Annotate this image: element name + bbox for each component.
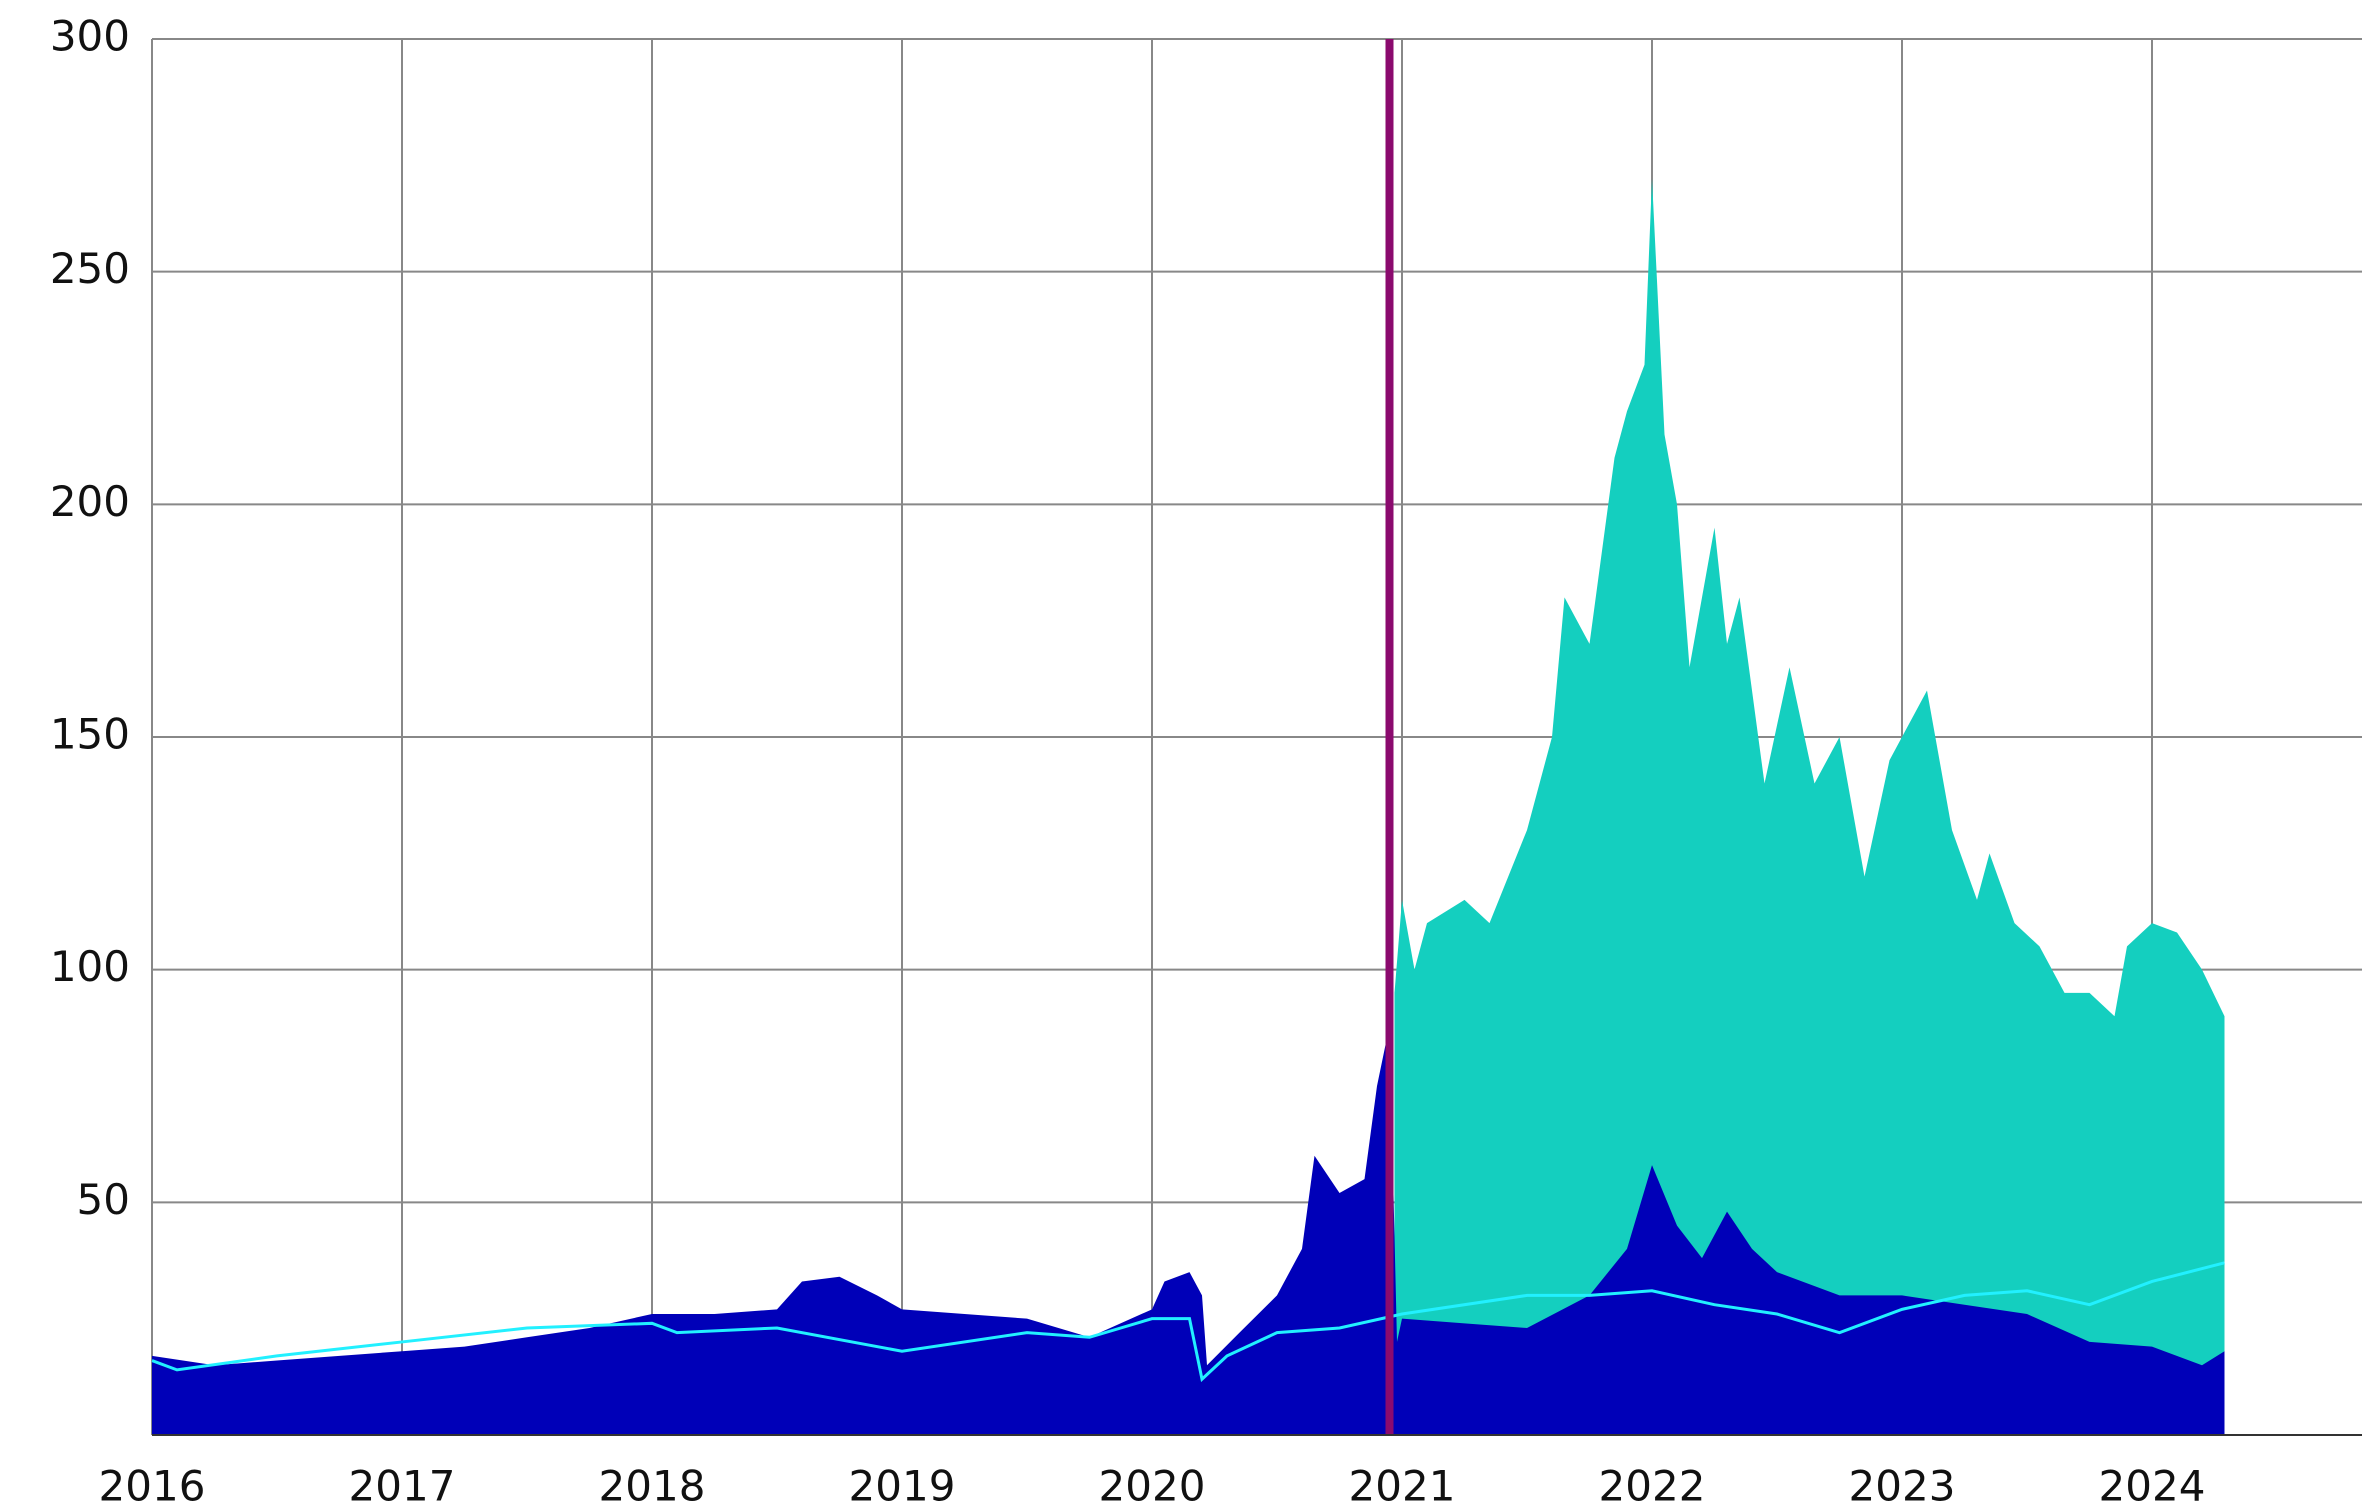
- x-tick-label: 2020: [1099, 1462, 1206, 1509]
- x-tick-label: 2016: [99, 1462, 206, 1509]
- x-tick-label: 2018: [599, 1462, 706, 1509]
- area: [152, 1025, 2225, 1435]
- area: [1394, 178, 2225, 1436]
- x-tick-label: 2022: [1599, 1462, 1706, 1509]
- y-tick-label: 200: [50, 477, 130, 526]
- y-tick-label: 300: [50, 12, 130, 61]
- y-tick-label: 150: [50, 710, 130, 759]
- line: [151, 1261, 2225, 1383]
- y-tick-label: 100: [50, 942, 130, 991]
- x-tick-label: 2021: [1349, 1462, 1456, 1509]
- x-tick-label: 2024: [2099, 1462, 2206, 1509]
- x-tick-label: 2023: [1849, 1462, 1956, 1509]
- y-tick-label: 250: [50, 244, 130, 293]
- x-tick-label: 2019: [849, 1462, 956, 1509]
- x-tick-label: 2017: [349, 1462, 456, 1509]
- y-tick-label: 50: [77, 1175, 130, 1224]
